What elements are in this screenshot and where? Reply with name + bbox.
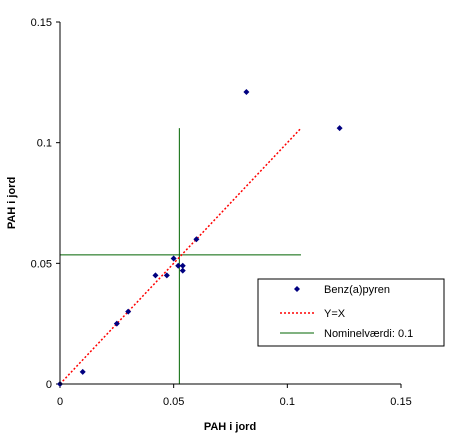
data-point-diamond — [193, 236, 200, 243]
data-point-diamond — [170, 255, 177, 262]
legend: Benz(a)pyren Y=X Nominelværdi: 0.1 — [257, 278, 445, 347]
data-point-diamond — [152, 272, 159, 279]
y-tick-label: 0.1 — [37, 138, 52, 150]
x-tick-label: 0 — [57, 396, 63, 408]
y-tick-label: 0.05 — [31, 258, 52, 270]
legend-label-benzapyren: Benz(a)pyren — [324, 284, 390, 296]
data-point-diamond — [125, 308, 132, 315]
data-point-diamond — [336, 125, 343, 132]
x-axis-ticks: 0 0.05 0.1 0.15 — [57, 384, 412, 408]
data-point-diamond — [79, 368, 86, 375]
data-point-diamond — [175, 262, 182, 269]
legend-label-nominal: Nominelværdi: 0.1 — [324, 328, 413, 340]
x-tick-label: 0.1 — [280, 396, 295, 408]
legend-diamond-icon — [294, 286, 300, 292]
y-equals-x-line — [59, 127, 302, 385]
data-point-diamond — [179, 262, 186, 269]
data-point-diamond — [113, 320, 120, 327]
data-point-diamond — [163, 272, 170, 279]
y-axis-title: PAH i jord — [6, 177, 18, 229]
nominal-value-lines — [60, 128, 301, 384]
data-point-diamond — [243, 88, 250, 95]
y-equals-x-dotted-line — [59, 127, 302, 385]
legend-label-yx: Y=X — [324, 308, 346, 320]
x-tick-label: 0.15 — [390, 396, 411, 408]
y-tick-label: 0.15 — [31, 17, 52, 29]
x-tick-label: 0.05 — [163, 396, 184, 408]
y-tick-label: 0 — [46, 379, 52, 391]
y-axis-ticks: 0 0.05 0.1 0.15 — [31, 17, 60, 391]
data-point-diamond — [179, 267, 186, 274]
x-axis-title: PAH i jord — [204, 421, 256, 433]
benzapyren-points — [57, 88, 343, 387]
